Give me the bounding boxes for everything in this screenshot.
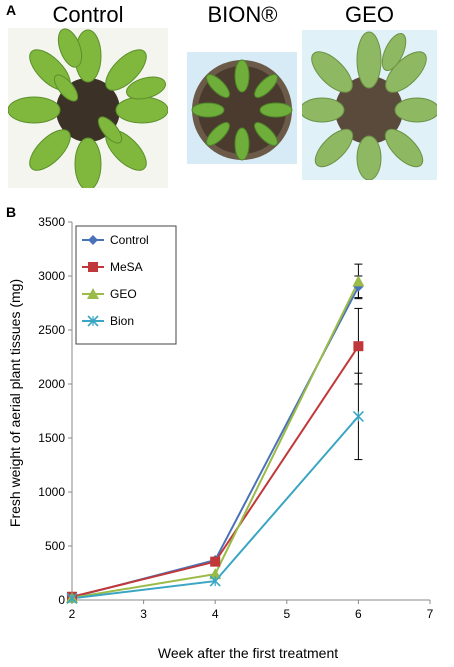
data-point-mesa: [210, 556, 221, 567]
data-point-geo: [209, 568, 222, 580]
legend-label-geo: GEO: [110, 287, 137, 301]
y-axis-title: Fresh weight of aerial plant tissues (mg…: [7, 279, 23, 527]
legend: Control MeSA GEO Bion: [75, 225, 177, 345]
photo-label-control: Control: [52, 2, 124, 27]
x-tick-label: 6: [355, 607, 362, 621]
x-tick-label: 4: [212, 607, 219, 621]
x-tick-label: 5: [283, 607, 290, 621]
chart-axes: 0 500 1000 1500 2000 2500 3000 3500 2 3 4 5 6 7: [38, 215, 433, 621]
legend-marker-bion: [87, 315, 99, 327]
legend-marker-control: [88, 235, 98, 245]
legend-marker-mesa: [88, 262, 98, 272]
photo-label-bion: BION®: [207, 2, 278, 27]
legend-marker-geo: [87, 288, 99, 299]
y-tick-label: 500: [45, 539, 65, 553]
data-point-bion: [352, 410, 364, 422]
y-tick-label: 2000: [38, 377, 65, 391]
y-tick-label: 0: [58, 593, 65, 607]
panel-b-letter: B: [6, 204, 17, 220]
legend-label-bion: Bion: [110, 314, 134, 328]
legend-label-mesa: MeSA: [110, 260, 143, 274]
y-tick-label: 1000: [38, 485, 65, 499]
bion-plant-photo: [187, 52, 297, 164]
y-tick-label: 3500: [38, 215, 65, 229]
x-axis-title: Week after the first treatment: [158, 645, 338, 661]
control-plant-photo: [8, 28, 168, 188]
data-point-geo: [352, 275, 365, 287]
x-tick-label: 7: [427, 607, 434, 621]
x-tick-label: 2: [69, 607, 76, 621]
data-point-bion: [209, 575, 221, 587]
y-tick-label: 1500: [38, 431, 65, 445]
legend-label-control: Control: [110, 233, 149, 247]
y-tick-label: 2500: [38, 323, 65, 337]
data-point-mesa: [353, 341, 364, 352]
photo-label-geo: GEO: [345, 2, 394, 27]
series-markers: [66, 275, 365, 604]
geo-plant-photo: [302, 30, 437, 180]
panel-a-letter: A: [6, 2, 17, 18]
data-point-bion: [66, 592, 78, 604]
x-tick-label: 3: [140, 607, 147, 621]
y-tick-label: 3000: [38, 269, 65, 283]
